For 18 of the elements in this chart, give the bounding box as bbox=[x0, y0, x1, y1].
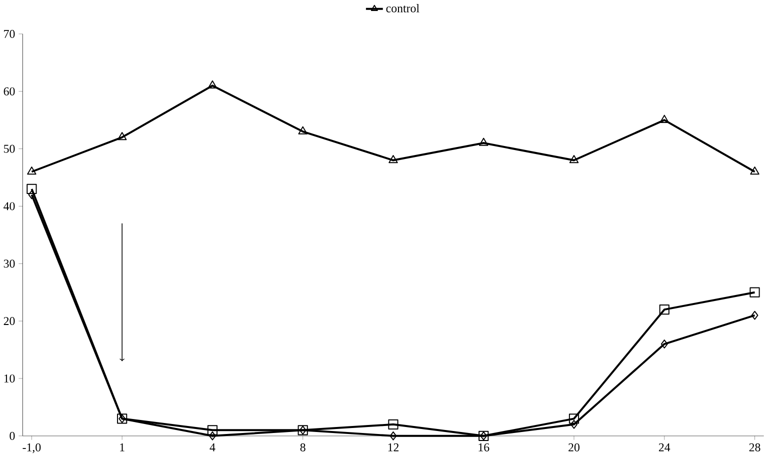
x-tick-label: 20 bbox=[568, 443, 580, 452]
legend-label: control bbox=[386, 4, 420, 12]
y-tick-label: 60 bbox=[4, 87, 15, 96]
x-tick-label: -1,0 bbox=[22, 443, 41, 453]
y-tick-label: 30 bbox=[4, 259, 15, 268]
y-tick-label: 20 bbox=[4, 316, 15, 325]
y-tick-label: 40 bbox=[4, 202, 15, 210]
x-tick-label: 4 bbox=[210, 443, 216, 451]
x-tick-label: 1 bbox=[120, 443, 124, 452]
x-tick-label: 28 bbox=[749, 443, 760, 452]
x-tick-label: 16 bbox=[478, 443, 490, 452]
y-tick-label: 0 bbox=[10, 432, 15, 440]
y-tick-label: 10 bbox=[4, 374, 15, 382]
x-tick-label: 8 bbox=[300, 443, 306, 452]
y-tick-label: 50 bbox=[4, 144, 15, 153]
y-tick-label: 70 bbox=[4, 30, 15, 38]
x-tick-label: 12 bbox=[388, 443, 399, 452]
x-tick-label: 24 bbox=[658, 443, 670, 452]
